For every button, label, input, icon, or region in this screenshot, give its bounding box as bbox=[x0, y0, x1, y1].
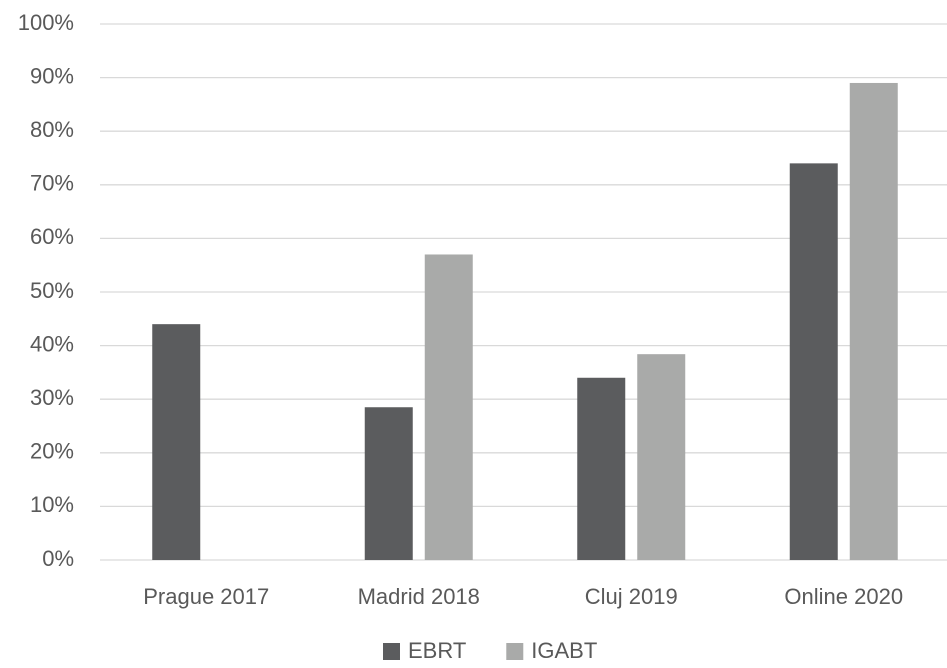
bar bbox=[364, 407, 413, 560]
y-tick-label: 50% bbox=[30, 278, 74, 303]
x-tick-label: Online 2020 bbox=[784, 584, 903, 609]
y-tick-label: 0% bbox=[42, 546, 74, 571]
legend-label: EBRT bbox=[408, 638, 466, 663]
y-tick-label: 40% bbox=[30, 331, 74, 356]
y-tick-label: 20% bbox=[30, 439, 74, 464]
y-tick-label: 80% bbox=[30, 117, 74, 142]
y-tick-label: 70% bbox=[30, 171, 74, 196]
bar bbox=[637, 354, 686, 560]
bar bbox=[849, 82, 898, 561]
legend-swatch bbox=[506, 643, 524, 660]
y-tick-label: 100% bbox=[18, 10, 74, 35]
y-tick-label: 10% bbox=[30, 492, 74, 517]
bar bbox=[152, 324, 201, 560]
x-tick-label: Cluj 2019 bbox=[585, 584, 678, 609]
bar bbox=[577, 377, 626, 560]
y-tick-label: 90% bbox=[30, 63, 74, 88]
bar bbox=[424, 254, 473, 561]
bar bbox=[789, 163, 838, 561]
x-tick-label: Prague 2017 bbox=[143, 584, 269, 609]
legend-label: IGABT bbox=[531, 638, 597, 663]
x-tick-label: Madrid 2018 bbox=[358, 584, 480, 609]
y-tick-label: 30% bbox=[30, 385, 74, 410]
y-tick-label: 60% bbox=[30, 224, 74, 249]
legend-swatch bbox=[383, 643, 400, 660]
